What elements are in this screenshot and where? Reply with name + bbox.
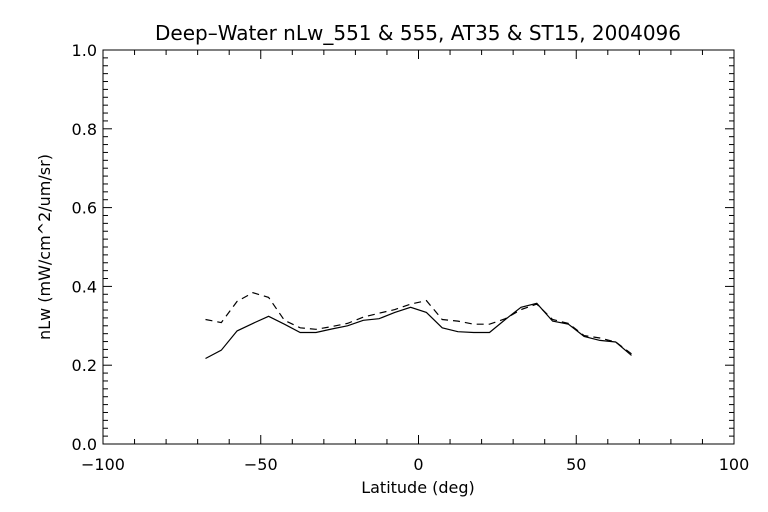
x-axis-label: Latitude (deg) [361, 478, 475, 497]
series-line-solid [205, 302, 632, 360]
axis-ticks [102, 49, 735, 445]
plot-frame [102, 49, 735, 445]
chart-title: Deep–Water nLw_551 & 555, AT35 & ST15, 2… [155, 21, 681, 45]
y-tick-labels: 0.0 0.2 0.4 0.6 0.8 1.0 [72, 41, 97, 454]
y-tick-label: 0.2 [72, 356, 97, 375]
x-tick-label: 50 [566, 455, 586, 474]
y-tick-label: 1.0 [72, 41, 97, 60]
series-lines [205, 292, 632, 360]
x-tick-label: 0 [413, 455, 423, 474]
x-tick-labels: −100 −50 0 50 100 [81, 455, 749, 474]
x-tick-label: −100 [81, 455, 125, 474]
y-tick-label: 0.8 [72, 120, 97, 139]
y-axis-label: nLw (mW/cm^2/um/sr) [35, 154, 54, 340]
x-tick-label: −50 [244, 455, 278, 474]
y-tick-label: 0.6 [72, 199, 97, 218]
series-line-dashed [205, 292, 632, 355]
y-tick-label: 0.4 [72, 277, 97, 296]
x-tick-label: 100 [719, 455, 750, 474]
y-tick-label: 0.0 [72, 435, 97, 454]
